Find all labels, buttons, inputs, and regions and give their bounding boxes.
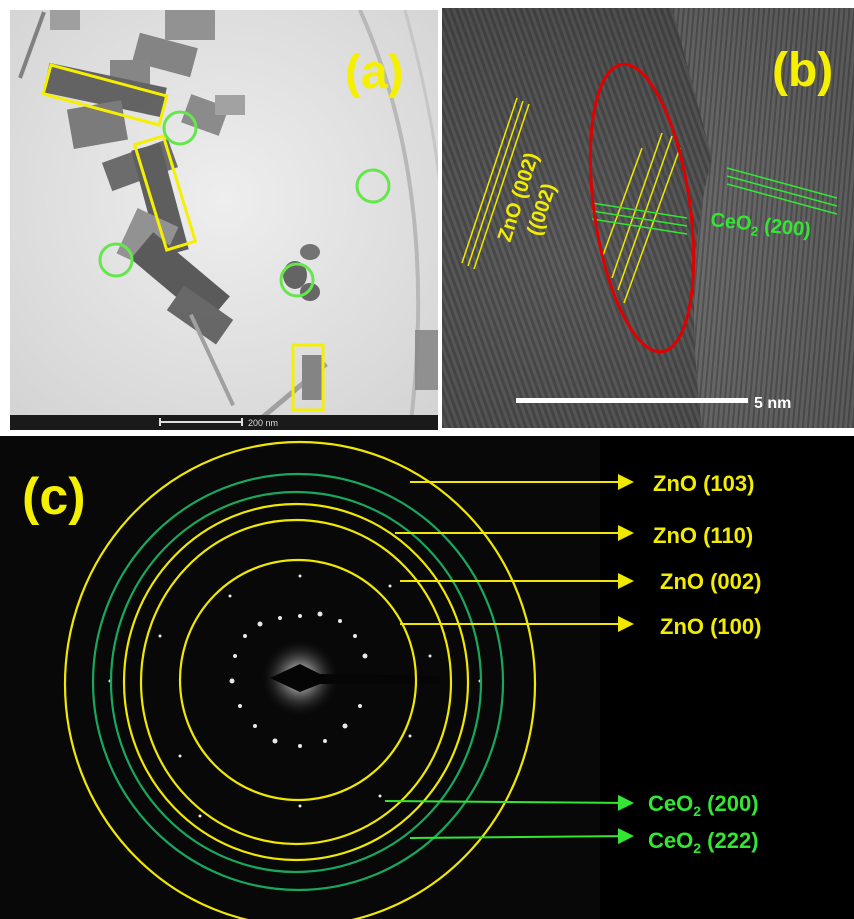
ceo2-ring-222 [91,472,505,892]
panel-b-label: (b) [772,44,833,97]
panel-a-label: (a) [345,46,404,99]
panel-c-label: (c) [22,468,86,526]
panel-c-saed-pattern: ZnO (103) ZnO (110) ZnO (002) ZnO (100) … [0,436,854,919]
ceo2-ring-200 [109,490,483,874]
panel-c-graphic: ZnO (103) ZnO (110) ZnO (002) ZnO (100) … [0,436,761,919]
label-ceo2-222: CeO2 (222) [648,828,759,856]
label-zno-110: ZnO (110) [653,523,753,548]
label-zno-002: ZnO (002) [660,569,761,594]
beam-stop [270,664,440,692]
label-arrows [384,474,634,845]
diffraction-rings [63,440,537,919]
arrow-ceo2-222 [409,828,634,845]
highlight-circle [162,110,198,146]
zno-ring-002 [139,518,453,846]
scale-bar [516,398,748,403]
label-ceo2-200: CeO2 (200) [648,791,759,819]
scale-bar-label: 5 nm [754,395,791,412]
interface-ellipse [588,62,696,354]
label-zno-103: ZnO (103) [653,471,754,496]
zno-ring-103 [63,440,537,919]
panel-b-graphic: ZnO (002) ((002) CeO2 (200) (b) 5 nm [442,8,854,428]
ceo2-lattice-lines [591,167,838,235]
highlight-box [132,134,198,252]
arrow-ceo2-200 [384,794,634,811]
nanorod-highlight-boxes [41,63,325,412]
panel-a-graphic: (a) 200 nm [10,10,438,430]
zno-ring-110 [122,502,470,862]
highlight-circle [98,242,134,278]
ring-labels: ZnO (103) ZnO (110) ZnO (002) ZnO (100) … [648,471,761,856]
highlight-box [291,343,325,412]
panel-a-tem-image: (a) 200 nm [10,10,438,430]
highlight-circle [355,168,391,204]
zno-ring-100 [178,558,418,802]
nanoparticle-circles [98,110,391,298]
label-zno-100: ZnO (100) [660,614,761,639]
highlight-box [41,63,169,127]
ceo2-plane-label: CeO2 (200) [709,209,812,244]
highlight-circle [279,262,315,298]
zno-lattice-lines [461,97,681,304]
scale-bar-label: 200 nm [248,418,278,428]
panel-b-hrtem-image: ZnO (002) ((002) CeO2 (200) (b) 5 nm [442,8,854,428]
nanorod-cluster [18,10,438,430]
